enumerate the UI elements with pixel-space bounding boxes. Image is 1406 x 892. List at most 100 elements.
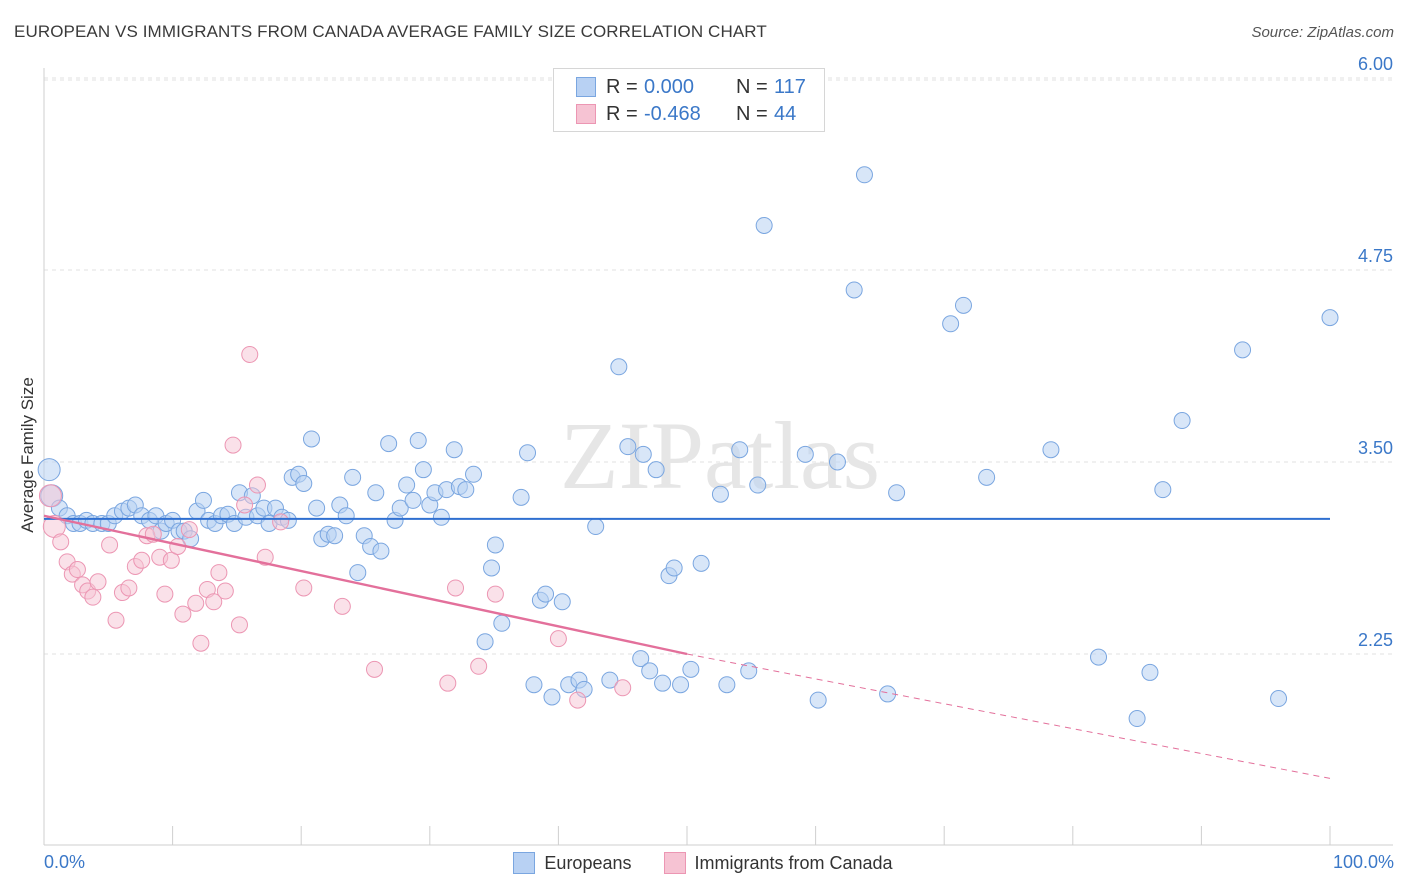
canada-points (38, 345, 632, 709)
europeans-point (1173, 412, 1191, 430)
europeans-point (391, 499, 409, 517)
europeans-point (337, 507, 355, 525)
canada-point (205, 593, 223, 611)
canada-point (333, 597, 351, 615)
canada-point (89, 573, 107, 591)
europeans-point (543, 688, 561, 706)
canada-point (187, 594, 205, 612)
canada-point (180, 521, 198, 539)
europeans-point (610, 358, 628, 376)
europeans-point (1141, 663, 1159, 681)
europeans-point (692, 554, 710, 572)
europeans-point (409, 431, 427, 449)
europeans-point (718, 676, 736, 694)
canada-swatch (576, 104, 596, 124)
europeans-point (445, 441, 463, 459)
canada-point (107, 611, 125, 629)
r-label: R = (606, 75, 638, 98)
europeans-point (326, 527, 344, 545)
canada-point (248, 476, 266, 494)
europeans-point (295, 475, 313, 493)
europeans-point (809, 691, 827, 709)
europeans-point (711, 485, 729, 503)
europeans-point (483, 559, 501, 577)
europeans-point (1321, 309, 1339, 327)
canada-point (366, 660, 384, 678)
trend-lines (43, 514, 1331, 779)
canada-point (52, 533, 70, 551)
europeans-point (465, 465, 483, 483)
europeans-point (619, 438, 637, 456)
europeans-point (632, 650, 650, 668)
canada-point (84, 588, 102, 606)
europeans-point (372, 542, 390, 560)
europeans-point (493, 614, 511, 632)
europeans-legend-swatch (513, 852, 536, 874)
y-axis-label: Average Family Size (18, 377, 37, 533)
europeans-point (432, 508, 450, 526)
canada-point (439, 674, 457, 692)
canada-point (295, 579, 313, 597)
europeans-point (512, 488, 530, 506)
canada-point (241, 345, 259, 363)
europeans-point (1270, 690, 1288, 708)
europeans-point (1090, 648, 1108, 666)
europeans-point (665, 559, 683, 577)
y-tick-labels: 2.25 3.50 4.75 6.00 (1358, 54, 1393, 650)
y-tick-label: 6.00 (1358, 54, 1393, 74)
europeans-point (749, 476, 767, 494)
canada-point (470, 657, 488, 675)
r-value: -0.468 (644, 102, 701, 125)
n-value: 44 (774, 102, 797, 125)
x-min-label: 0.0% (44, 852, 86, 872)
europeans-point (194, 491, 212, 509)
europeans-point (37, 458, 61, 482)
canada-point (210, 564, 228, 582)
europeans-point (978, 468, 996, 486)
canada-point (447, 579, 465, 597)
x-max-label: 100.0% (1332, 852, 1394, 872)
canada-point (614, 679, 632, 697)
europeans-point (457, 481, 475, 499)
europeans-point (634, 445, 652, 463)
europeans-point (1234, 341, 1252, 359)
europeans-point (855, 166, 873, 184)
europeans-point (553, 593, 571, 611)
y-tick-label: 2.25 (1358, 630, 1393, 650)
europeans-point (1154, 481, 1172, 499)
europeans-point (942, 315, 960, 333)
n-label: N = (736, 102, 768, 125)
europeans-point (414, 461, 432, 479)
europeans-point (308, 499, 326, 517)
canada-point (192, 634, 210, 652)
europeans-legend-label: Europeans (544, 852, 632, 873)
canada-point (101, 536, 119, 554)
europeans-point (647, 461, 665, 479)
canada-point (224, 436, 242, 454)
europeans-point (476, 633, 494, 651)
europeans-point (888, 484, 906, 502)
canada-point (162, 551, 180, 569)
canada-point (216, 582, 234, 600)
europeans-point (796, 445, 814, 463)
europeans-point (954, 296, 972, 314)
europeans-point (486, 536, 504, 554)
canada-point (156, 585, 174, 603)
canada-point (120, 579, 138, 597)
europeans-point (654, 674, 672, 692)
legend-item-europeans: Europeans (513, 852, 632, 874)
n-label: N = (736, 75, 768, 98)
europeans-point (398, 476, 416, 494)
canada-point (486, 585, 504, 603)
gridlines (44, 77, 1393, 655)
legend-row-canada: R = -0.468 N = 44 (576, 100, 796, 128)
legend-item-canada: Immigrants from Canada (663, 852, 893, 874)
europeans-point (519, 444, 537, 462)
europeans-point (731, 441, 749, 459)
europeans-point (344, 468, 362, 486)
canada-point (236, 496, 254, 514)
europeans-point (380, 435, 398, 453)
europeans-point (1042, 441, 1060, 459)
europeans-point (672, 676, 690, 694)
